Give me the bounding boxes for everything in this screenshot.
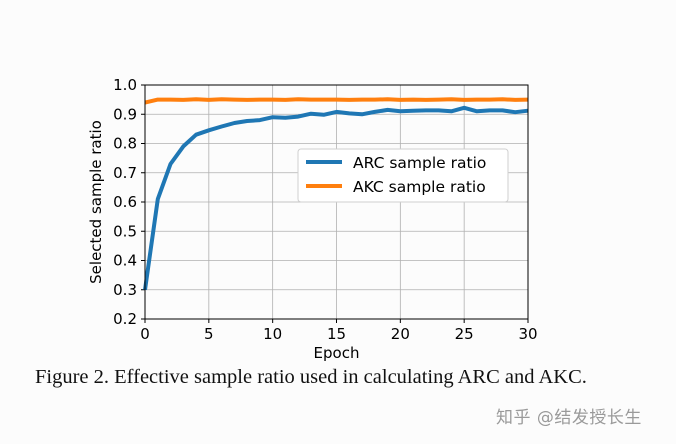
watermark: 知乎 @结发授长生 [496,408,642,428]
y-tick-label: 0.9 [113,105,137,123]
y-tick-label: 0.2 [113,310,137,328]
x-tick-label: 5 [204,325,214,343]
series-lines [143,97,529,291]
y-tick-label: 1.0 [113,76,137,94]
x-tick-label: 30 [518,325,537,343]
arc-series-line [143,105,529,291]
y-tick-label: 0.4 [113,252,137,270]
y-tick-label: 0.5 [113,222,137,240]
y-tick-label: 0.7 [113,164,137,182]
akc-series-line [144,97,529,105]
legend-box [297,148,509,203]
y-tick-label: 0.8 [113,135,137,153]
x-ticks: 0 5 10 15 20 25 30 [140,319,538,343]
figure-caption: Figure 2. Effective sample ratio used in… [35,366,587,388]
legend-label-arc: ARC sample ratio [353,154,486,172]
line-chart: 0.2 0.3 0.4 0.5 0.6 0.7 0.8 0.9 1.0 0 5 10 15 20 25 30… [87,76,538,362]
legend-label-akc: AKC sample ratio [353,178,486,196]
x-tick-label: 0 [140,325,150,343]
plot-frame [144,84,529,320]
x-tick-label: 15 [327,325,346,343]
x-tick-label: 10 [263,325,282,343]
x-tick-label: 25 [455,325,474,343]
x-axis-label: Epoch [314,344,360,362]
y-axis-label: Selected sample ratio [87,120,105,284]
y-ticks: 0.2 0.3 0.4 0.5 0.6 0.7 0.8 0.9 1.0 [113,76,145,328]
x-tick-label: 20 [391,325,410,343]
y-tick-label: 0.6 [113,193,137,211]
y-tick-label: 0.3 [113,281,137,299]
legend: ARC sample ratio AKC sample ratio [297,148,509,203]
